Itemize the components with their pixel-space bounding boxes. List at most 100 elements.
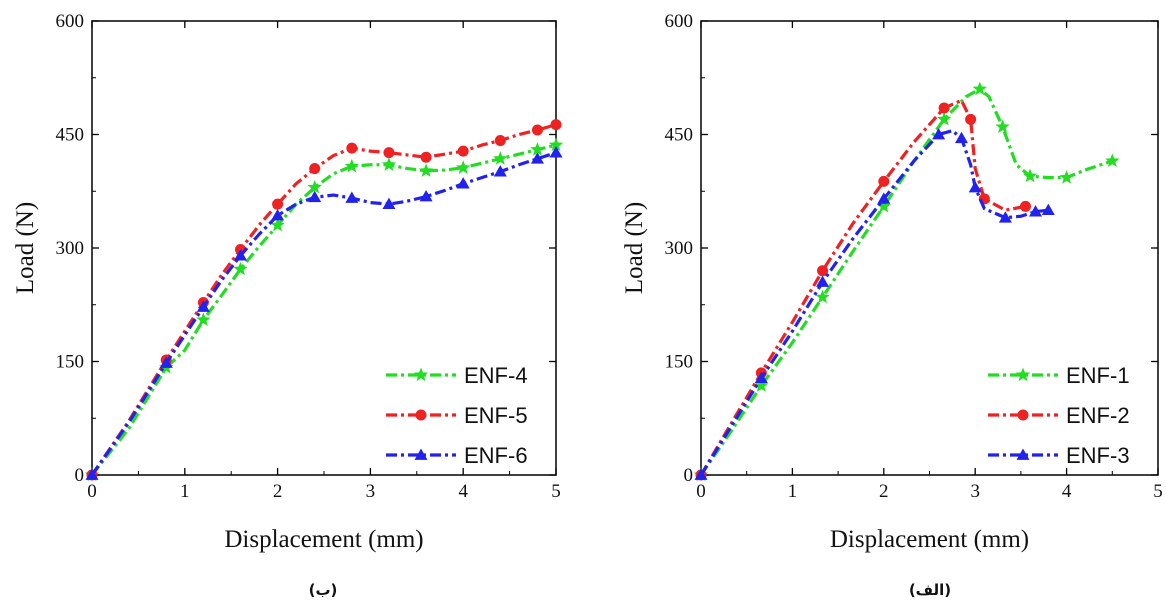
x-tick-label: 0 (696, 481, 706, 502)
data-point (307, 179, 322, 194)
series-ENF-1 (693, 81, 1120, 482)
data-point (972, 81, 987, 96)
data-point (383, 147, 395, 159)
y-tick-label: 300 (56, 238, 85, 259)
y-tick-label: 0 (684, 465, 694, 486)
legend-marker (413, 367, 429, 382)
data-point (878, 175, 890, 187)
legend-label: ENF-4 (464, 363, 528, 388)
x-axis-title: Displacement (mm) (224, 526, 423, 553)
data-point (271, 208, 285, 221)
x-tick-label: 0 (87, 481, 97, 502)
data-point (954, 131, 968, 144)
x-tick-label: 2 (879, 481, 889, 502)
data-point (530, 142, 545, 156)
data-point (936, 111, 952, 126)
data-point (995, 119, 1010, 133)
x-tick-label: 3 (970, 481, 980, 502)
data-point (382, 197, 396, 209)
data-point (998, 211, 1012, 223)
x-tick-label: 5 (1153, 481, 1163, 502)
data-point (815, 289, 830, 304)
legend-marker (414, 448, 428, 460)
x-tick-label: 5 (551, 481, 561, 502)
data-point (1029, 205, 1043, 217)
y-axis-title: Load (N) (621, 202, 648, 294)
series-ENF-3 (694, 128, 1055, 480)
series-ENF-4 (84, 137, 564, 482)
data-point (1019, 200, 1031, 212)
data-point (419, 190, 433, 202)
legend-label: ENF-1 (1066, 363, 1130, 388)
legend-marker (1017, 409, 1029, 421)
legend-marker (1016, 448, 1030, 460)
data-point (85, 468, 99, 480)
data-point (876, 198, 891, 213)
data-point (345, 191, 359, 203)
legend-marker (1015, 367, 1031, 382)
data-point (493, 151, 508, 165)
data-point (346, 142, 358, 154)
y-tick-label: 600 (665, 11, 694, 32)
x-tick-label: 4 (458, 481, 468, 502)
panel-caption: (الف) (909, 581, 951, 599)
data-point (270, 217, 285, 232)
series-ENF-2 (695, 98, 1031, 481)
data-point (965, 113, 977, 125)
y-tick-label: 300 (665, 238, 694, 259)
data-point (550, 119, 562, 131)
data-point (932, 128, 946, 140)
y-tick-label: 150 (665, 352, 694, 373)
series-line (90, 151, 557, 476)
data-point (381, 157, 397, 171)
data-point (817, 265, 829, 277)
data-point (1041, 203, 1055, 216)
x-tick-label: 1 (180, 481, 190, 502)
data-point (1059, 170, 1074, 184)
y-tick-label: 450 (56, 125, 85, 146)
legend-label: ENF-5 (464, 403, 528, 428)
series-line (699, 129, 1049, 476)
data-point (457, 145, 469, 157)
data-point (938, 102, 950, 114)
x-tick-label: 1 (788, 481, 798, 502)
data-point (530, 152, 544, 164)
data-point (816, 275, 830, 287)
data-point (754, 378, 769, 392)
y-tick-label: 150 (56, 352, 85, 373)
data-point (159, 356, 173, 368)
data-point (456, 177, 470, 189)
data-point (1105, 153, 1120, 168)
data-point (548, 137, 564, 152)
data-point (968, 180, 982, 193)
data-point (308, 190, 322, 203)
data-point (531, 124, 543, 136)
data-point (420, 151, 432, 163)
x-axis-title: Displacement (mm) (830, 526, 1029, 553)
data-point (493, 165, 507, 177)
y-tick-label: 450 (665, 125, 694, 146)
data-point (754, 371, 768, 384)
y-axis-title: Load (N) (12, 202, 39, 294)
y-tick-label: 600 (56, 11, 85, 32)
data-point (344, 158, 359, 173)
data-point (272, 198, 284, 210)
data-point (233, 261, 248, 276)
data-point (877, 192, 891, 204)
data-point (233, 249, 247, 261)
legend: ENF-4 ENF-5 ENF-6 (386, 363, 528, 468)
series-line (699, 87, 1113, 476)
series-line (699, 98, 1026, 476)
panel-caption: (ب) (309, 581, 338, 599)
data-point (196, 300, 210, 312)
data-point (549, 146, 563, 158)
legend: ENF-1 ENF-2 ENF-3 (988, 363, 1130, 468)
data-point (694, 468, 708, 480)
x-tick-label: 2 (273, 481, 283, 502)
legend-marker (415, 409, 427, 421)
x-tick-label: 4 (1062, 481, 1072, 502)
legend-label: ENF-2 (1066, 403, 1130, 428)
